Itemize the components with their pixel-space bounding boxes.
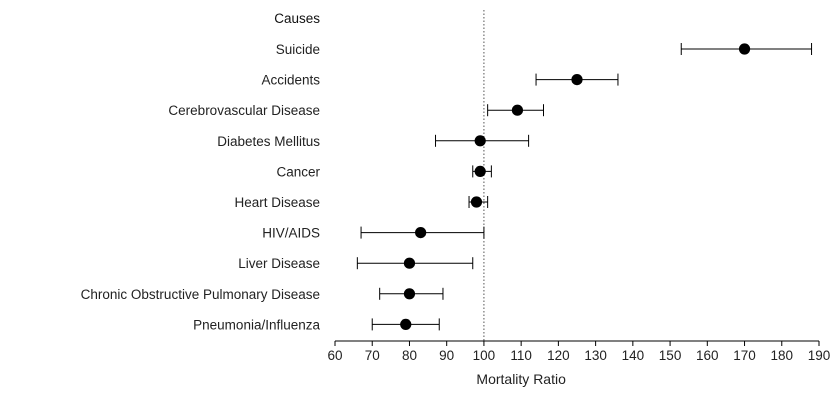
estimate-point [474, 165, 486, 177]
forest-row: Suicide [276, 42, 813, 57]
x-tick-label: 110 [510, 348, 532, 363]
x-tick-label: 120 [547, 348, 570, 363]
x-tick-label: 190 [808, 348, 831, 363]
forest-row: Pneumonia/Influenza [193, 317, 440, 332]
estimate-point [415, 227, 427, 239]
x-tick-label: 130 [584, 348, 607, 363]
category-label: Liver Disease [238, 256, 320, 271]
category-label: Heart Disease [234, 195, 320, 210]
x-tick-label: 150 [659, 348, 682, 363]
forest-row: HIV/AIDS [262, 226, 485, 241]
estimate-point [400, 318, 412, 330]
x-ticks-layer: 60 70 80 90 100 110 120 130 140 150 160 170 180 190 [327, 341, 830, 363]
forest-row: Chronic Obstructive Pulmonary Disease [81, 287, 444, 302]
forest-row: Cerebrovascular Disease [168, 103, 544, 118]
x-tick-label: 160 [696, 348, 719, 363]
estimate-point [571, 74, 583, 86]
category-label: Suicide [276, 42, 320, 57]
x-tick-label: 60 [327, 348, 342, 363]
forest-row: Heart Disease [234, 195, 489, 210]
forest-row: Liver Disease [238, 256, 474, 271]
estimate-point [403, 257, 416, 269]
category-label: Cerebrovascular Disease [168, 103, 320, 118]
estimate-point [511, 104, 524, 116]
category-label: Accidents [261, 73, 320, 88]
estimate-point [403, 288, 416, 300]
x-tick-label: 100 [473, 348, 496, 363]
category-label: Pneumonia/Influenza [193, 317, 320, 332]
y-header-label: Causes [274, 11, 320, 26]
x-tick-label: 140 [622, 348, 645, 363]
x-axis-title: Mortality Ratio [476, 371, 566, 387]
forest-row: Accidents [261, 73, 619, 88]
estimate-point [738, 43, 751, 55]
x-tick-label: 180 [771, 348, 794, 363]
rows-layer: Suicide Accidents Cerebrovascular Disease D… [81, 42, 813, 332]
category-label: HIV/AIDS [262, 226, 320, 241]
category-label: Diabetes Mellitus [217, 134, 320, 149]
estimate-point [470, 196, 483, 208]
x-tick-label: 70 [365, 348, 380, 363]
category-label: Chronic Obstructive Pulmonary Disease [81, 287, 320, 302]
estimate-point [474, 135, 486, 147]
x-tick-label: 90 [439, 348, 454, 363]
x-tick-label: 80 [402, 348, 417, 363]
category-label: Cancer [276, 164, 320, 179]
x-tick-label: 170 [733, 348, 756, 363]
forest-row: Cancer [276, 164, 492, 179]
forest-row: Diabetes Mellitus [217, 134, 530, 149]
